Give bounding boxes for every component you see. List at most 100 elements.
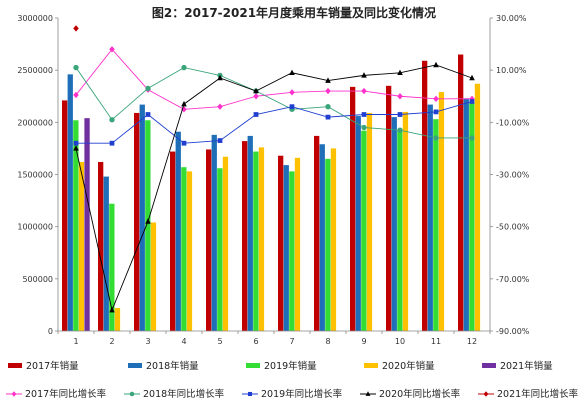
line-marker [397,112,403,117]
bars-layer [62,54,481,332]
y-right-tick-label: -70.00% [496,275,530,284]
bar [283,165,289,331]
line-marker [73,64,79,71]
x-tick-label: 2 [109,337,114,346]
legend-label: 2020年销量 [382,360,435,372]
bar [247,135,253,331]
x-tick-label: 12 [467,337,477,346]
line-marker [397,93,403,100]
line-marker [181,140,187,146]
line-marker [361,72,367,78]
line-marker [73,91,79,99]
x-tick-label: 5 [217,337,222,346]
bar [217,168,223,331]
y-left-tick-label: 2500000 [17,66,53,75]
line-marker [73,145,79,151]
x-tick-label: 7 [289,337,294,346]
line-marker [145,218,151,224]
bar [186,171,193,331]
series-line [76,101,473,144]
y-right-tick-label: -50.00% [496,223,530,232]
bar [114,308,121,331]
line-marker [289,89,295,96]
legend-item: 2019年销量 [246,360,317,372]
x-tick-label: 6 [253,337,258,346]
line-marker [247,391,253,397]
lines-layer [73,25,475,313]
line-marker [469,95,475,103]
bar [253,151,259,331]
line-marker [217,103,223,110]
y-left-tick-label: 0 [48,327,53,336]
bar [314,135,320,331]
x-tick-label: 1 [73,337,78,346]
y-left-tick-label: 3000000 [17,14,53,23]
bar [170,151,176,331]
bar [67,74,73,331]
legend-item: 2020年销量 [364,360,435,372]
line-marker [469,135,475,141]
line-marker [73,140,79,146]
line-marker [109,117,115,123]
bar [361,130,367,331]
x-tick-label: 9 [361,337,366,346]
line-marker [433,61,439,68]
line-marker [73,25,79,32]
bar [366,112,373,331]
x-tick-label: 4 [181,337,186,346]
bar [289,171,295,331]
bar [175,131,181,331]
line-marker [289,69,295,76]
legend-label: 2018年同比增长率 [143,388,225,400]
bar [402,111,409,332]
bar [422,60,428,331]
line-marker [483,391,489,397]
x-tick-label: 11 [431,337,441,346]
bar [325,158,331,331]
bar [319,144,325,331]
line-marker [145,112,151,117]
line-marker [181,64,187,71]
bar [109,203,115,331]
legend-label: 2018年销量 [146,360,199,372]
legend-label: 2020年同比增长率 [379,388,461,400]
bar [78,161,85,331]
line-marker [433,109,439,115]
line-marker [469,99,475,104]
legend-item: 2018年同比增长率 [124,388,225,400]
y-right-tick-label: 30.00% [496,14,527,23]
legend-item: 2017年销量 [8,360,79,372]
series-line [75,67,472,139]
bar [134,112,140,331]
legend-item: 2020年同比增长率 [360,388,461,400]
line-marker [365,391,371,396]
line-marker [217,74,223,81]
bar [211,134,217,331]
legend-swatch [246,363,260,368]
legend-label: 2017年同比增长率 [25,388,107,400]
bar [427,104,433,331]
legend-item: 2018年销量 [128,360,199,372]
bar [242,141,248,331]
line-marker [325,114,331,120]
line-marker [433,135,439,141]
bar [391,117,397,332]
legend-swatch [128,363,142,368]
bar [278,155,284,331]
line-marker [433,95,439,103]
bar [469,101,475,331]
legend-swatch [364,363,378,368]
line-marker [325,77,331,83]
line-marker [109,140,115,146]
bar [330,148,337,331]
y-right-tick-label: -90.00% [496,327,530,336]
bar [397,130,403,331]
bar [463,98,469,331]
line-marker [145,85,151,92]
axes-layer: 0 500000 1000000 1500000 2000000 2500000 30000… [17,14,529,346]
line-marker [129,391,135,397]
series-line [75,64,473,312]
bar [62,100,68,331]
y-right-tick-label: -10.00% [496,118,530,127]
bar [206,149,212,331]
